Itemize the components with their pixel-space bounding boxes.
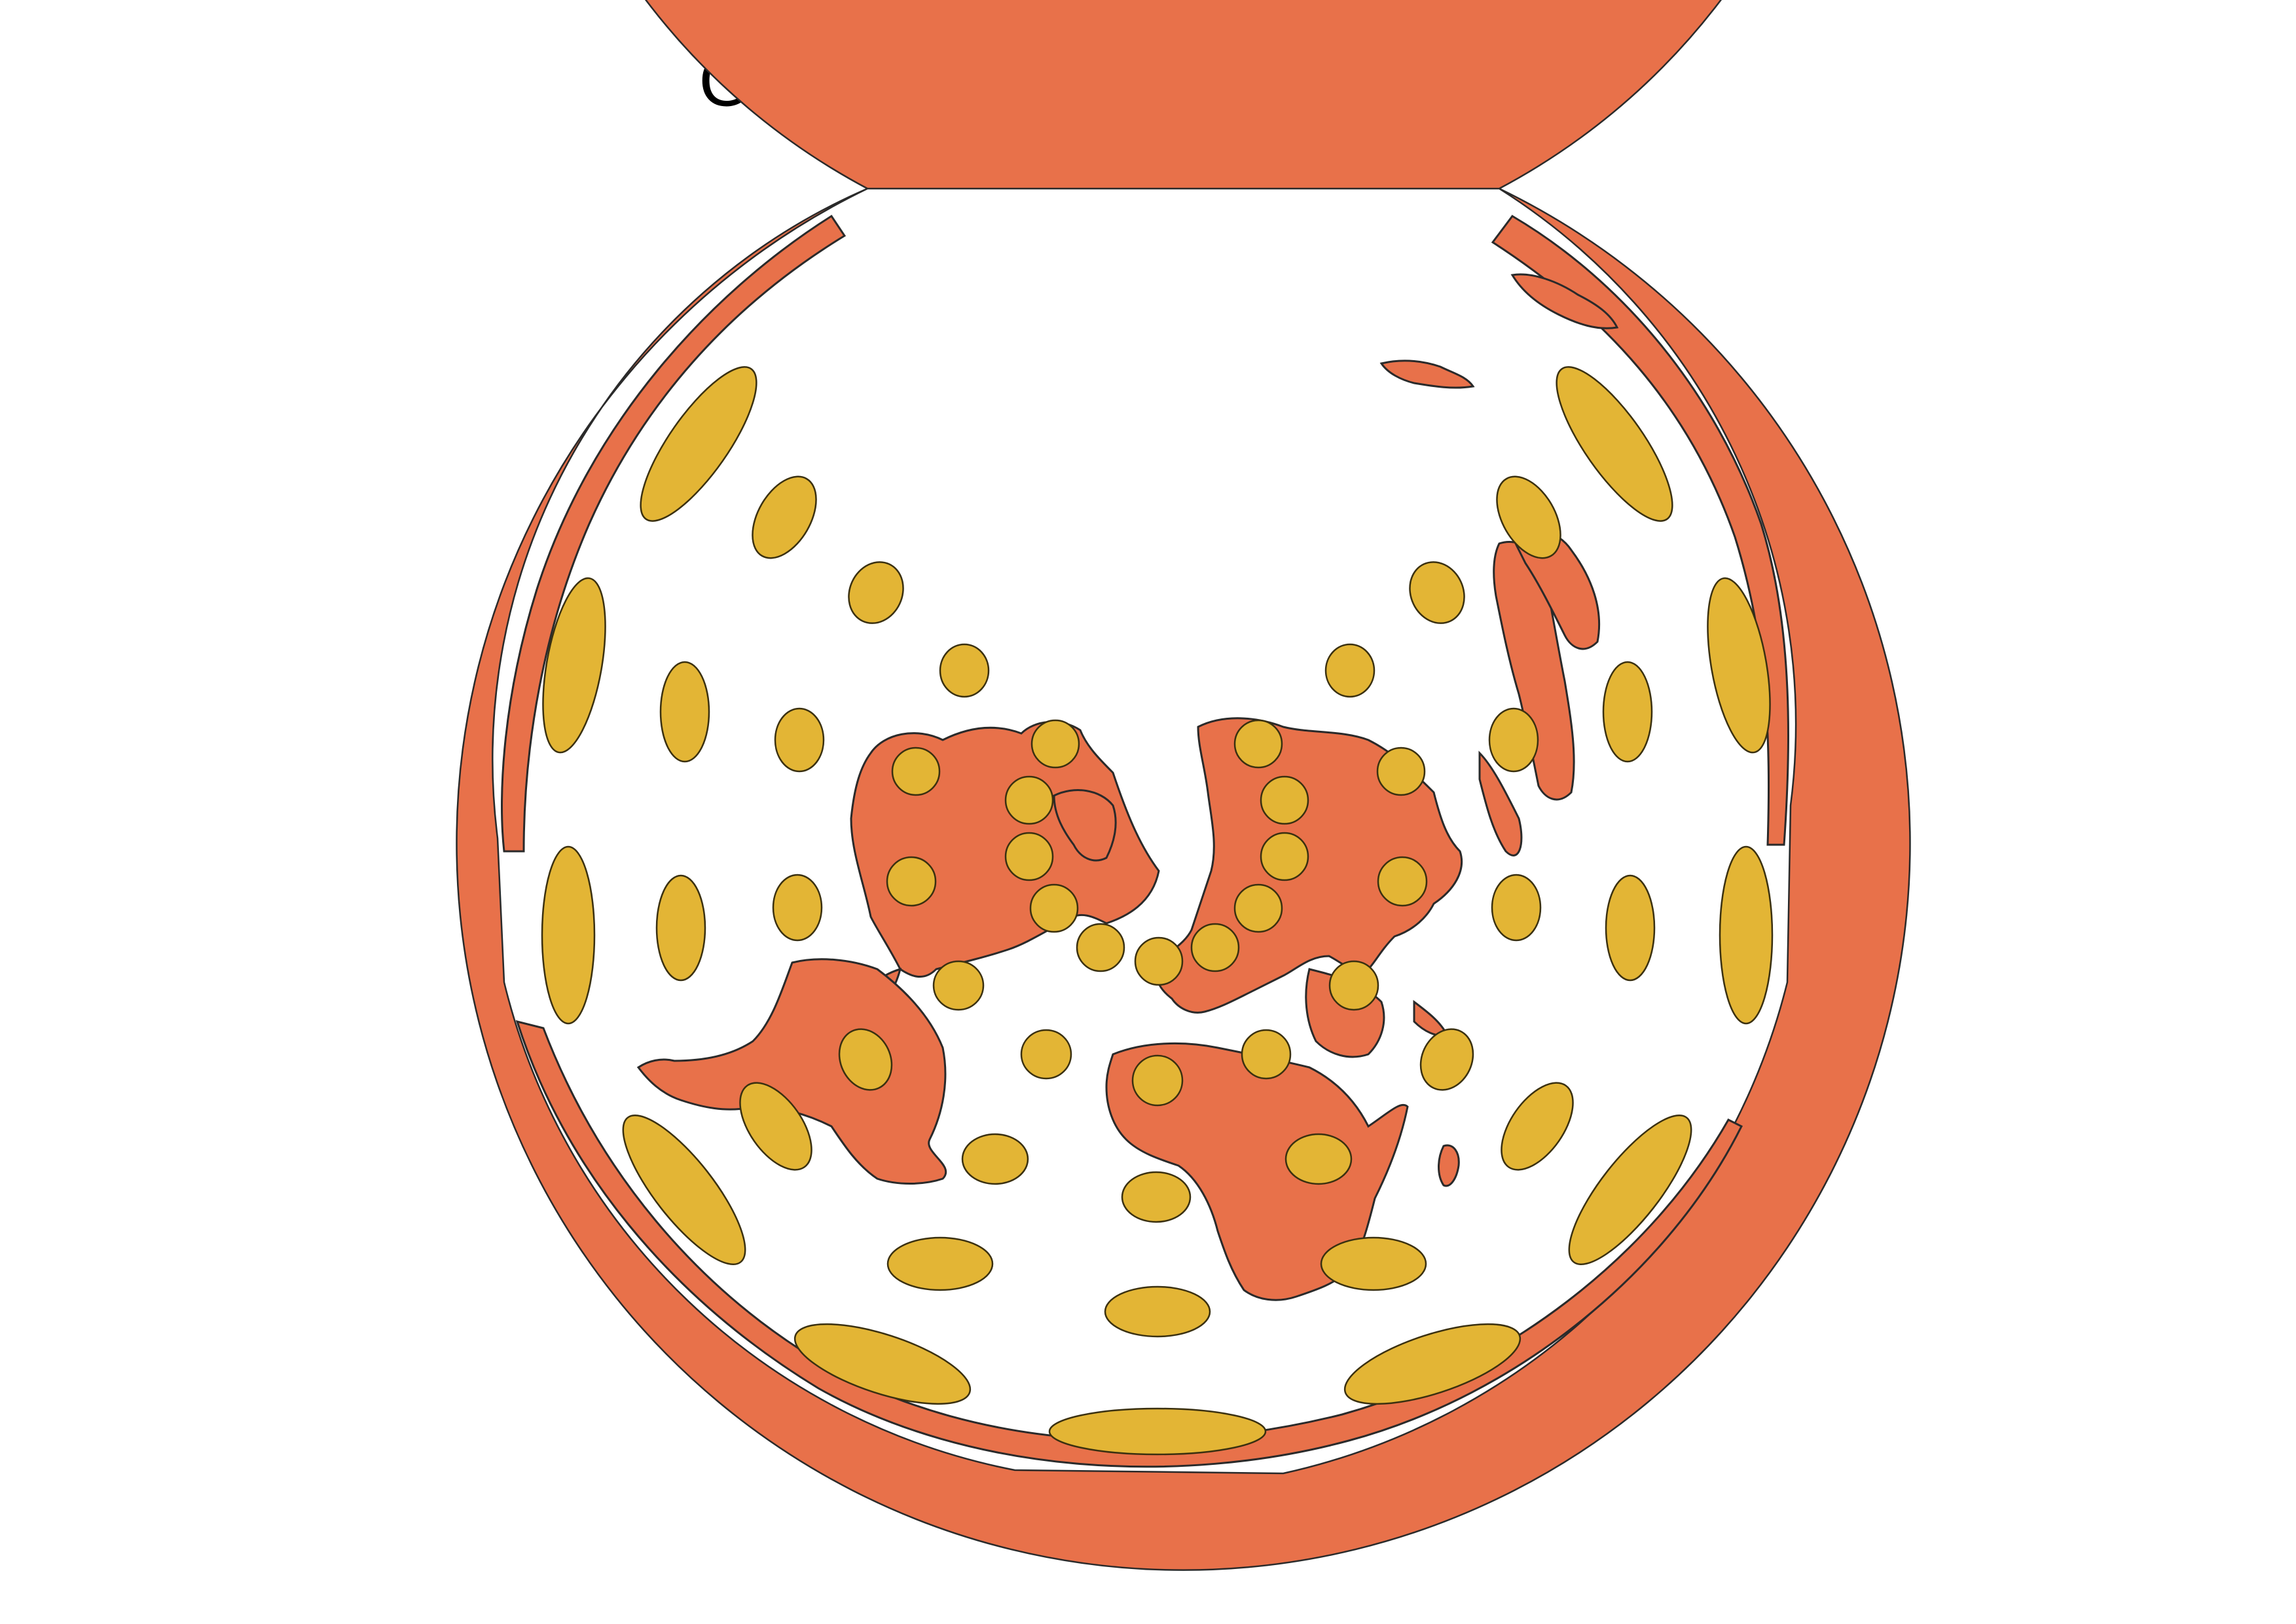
- indicatrix: [1419, 1028, 1474, 1091]
- tissot-indicatrices: [541, 366, 1774, 1456]
- indicatrix: [1328, 960, 1379, 1011]
- indicatrix: [1233, 883, 1283, 933]
- indicatrix: [1320, 1236, 1427, 1291]
- indicatrix: [1241, 1029, 1292, 1080]
- indicatrix: [1488, 707, 1539, 773]
- indicatrix: [1104, 1285, 1211, 1338]
- indicatrix: [1131, 1054, 1184, 1107]
- indicatrix: [939, 643, 990, 698]
- indicatrix: [1719, 845, 1774, 1025]
- indicatrix: [1260, 775, 1309, 825]
- indicatrix: [1121, 1171, 1192, 1223]
- indicatrix: [1004, 832, 1054, 881]
- south-america: [636, 958, 947, 1185]
- indicatrix: [752, 475, 817, 559]
- indicatrix: [1134, 936, 1184, 986]
- indicatrix: [659, 661, 710, 763]
- indicatrix: [640, 366, 757, 522]
- indicatrix: [1568, 1115, 1692, 1265]
- svalbard: [1379, 360, 1475, 389]
- indicatrix: [1707, 577, 1771, 754]
- indicatrix: [1491, 874, 1542, 942]
- indicatrix: [774, 707, 825, 773]
- indicatrix: [1343, 1323, 1522, 1405]
- indicatrix: [1190, 923, 1240, 972]
- indicatrix: [1377, 856, 1428, 907]
- right-coast-band: [1491, 215, 1790, 846]
- indicatrix: [542, 577, 606, 754]
- indicatrix: [772, 874, 823, 942]
- indicatrix: [1285, 1133, 1353, 1185]
- indicatrix: [932, 960, 985, 1011]
- indicatrix: [1496, 475, 1561, 559]
- indicatrix: [1233, 719, 1283, 769]
- indicatrix: [655, 874, 706, 982]
- indicatrix: [1076, 923, 1125, 972]
- indicatrix: [1030, 719, 1080, 769]
- left-coast-band: [501, 214, 847, 853]
- indicatrix: [891, 747, 941, 796]
- indicatrix: [793, 1323, 972, 1405]
- japan: [1478, 750, 1523, 857]
- indicatrix: [1048, 1407, 1267, 1456]
- indicatrix: [541, 845, 596, 1025]
- indicatrix: [622, 1115, 746, 1265]
- indicatrix: [961, 1133, 1029, 1185]
- indicatrix: [1409, 561, 1465, 624]
- indicatrix: [1501, 1082, 1574, 1171]
- indicatrix: [1260, 832, 1309, 881]
- greenland: [1053, 789, 1117, 862]
- indicatrix: [1020, 1029, 1072, 1080]
- indicatrix: [886, 856, 937, 907]
- indicatrix: [838, 1028, 893, 1091]
- indicatrix: [739, 1082, 812, 1171]
- indicatrix: [1602, 661, 1653, 763]
- indicatrix: [1029, 883, 1079, 933]
- indicatrix: [886, 1236, 994, 1291]
- indicatrix: [1556, 366, 1673, 522]
- indicatrix: [1324, 643, 1376, 698]
- indicatrix: [1605, 874, 1656, 982]
- madagascar: [1438, 1144, 1460, 1187]
- indicatrix: [848, 561, 904, 624]
- outer-land-ring: [456, 0, 1911, 1571]
- indicatrix: [1376, 747, 1426, 796]
- northern-island: [1510, 273, 1619, 329]
- indicatrix: [1004, 775, 1054, 825]
